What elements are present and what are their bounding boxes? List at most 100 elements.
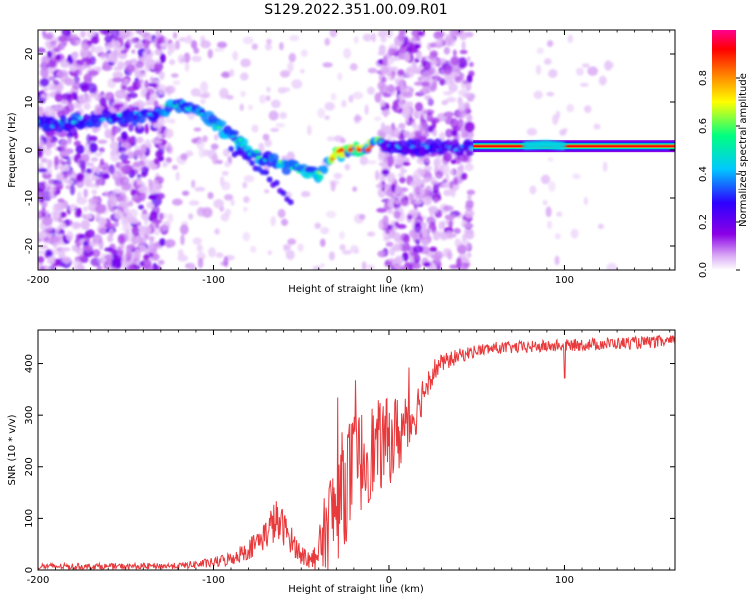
spectrogram-cell bbox=[404, 52, 411, 63]
spectrogram-cell bbox=[73, 140, 81, 147]
spectrogram-cell bbox=[147, 195, 157, 200]
spectrogram-cell bbox=[343, 47, 352, 59]
x-tick-label: 0 bbox=[386, 575, 392, 586]
spectrogram-cell bbox=[198, 147, 205, 159]
spectrogram-cell bbox=[135, 30, 144, 34]
spectrogram-cell bbox=[545, 206, 552, 218]
spectrogram-cell bbox=[392, 265, 402, 270]
spectrogram-cell bbox=[147, 82, 158, 87]
spectrogram-cell bbox=[329, 30, 338, 38]
spectrogram-cell bbox=[62, 105, 70, 116]
spectrogram-cell bbox=[326, 136, 335, 142]
spectrogram-cell bbox=[200, 40, 211, 49]
spectrogram-cell bbox=[224, 208, 232, 217]
spectrogram-cell bbox=[399, 176, 406, 184]
spectrogram-cell bbox=[535, 64, 542, 75]
spectrogram-cell bbox=[228, 69, 235, 77]
spectrogram-cell bbox=[114, 219, 119, 228]
spectrogram-cell bbox=[432, 128, 437, 137]
colorbar-tick-label: 0.4 bbox=[698, 166, 709, 182]
spectrogram-cell bbox=[105, 257, 112, 269]
spectrogram-cell bbox=[385, 241, 394, 247]
spectrogram-cell bbox=[251, 124, 259, 133]
spectrogram-cell bbox=[52, 79, 60, 86]
spectrogram-cell bbox=[104, 190, 109, 197]
spectrogram-cell bbox=[439, 131, 446, 142]
spectrogram-cell bbox=[398, 30, 408, 36]
spectrogram-cell bbox=[149, 92, 159, 100]
spectrogram-cell bbox=[59, 211, 67, 218]
spectrogram-cell bbox=[410, 36, 417, 42]
spectrogram-cell bbox=[42, 92, 50, 101]
spectrogram-cell bbox=[134, 124, 145, 134]
spectrogram-cell bbox=[111, 125, 117, 136]
spectrogram-cell bbox=[76, 191, 82, 200]
spectrogram-cell bbox=[133, 248, 142, 260]
spectrogram-cell bbox=[121, 225, 132, 232]
spectrogram-cell bbox=[421, 70, 431, 82]
spectrogram-cell bbox=[273, 179, 280, 186]
spectrogram-cell bbox=[221, 170, 229, 176]
colorbar-label: Normalized spectral amplitude bbox=[738, 73, 749, 227]
spectrogram-cell bbox=[606, 262, 618, 270]
spectrogram-cell bbox=[421, 81, 431, 87]
spectrogram-cell bbox=[116, 246, 122, 255]
spectrogram-cell bbox=[546, 40, 554, 48]
spectrogram-cell bbox=[341, 249, 352, 255]
spectrogram-cell bbox=[354, 114, 361, 119]
spectrogram-cell bbox=[104, 128, 113, 139]
spectrogram-cell bbox=[412, 112, 419, 117]
spectrogram-cell bbox=[136, 113, 147, 124]
spectrogram-cell bbox=[445, 96, 457, 103]
spectrogram-cell bbox=[196, 138, 205, 150]
spectrogram-cell bbox=[136, 136, 144, 144]
spectrogram-cell bbox=[54, 93, 63, 102]
spectrogram-cell bbox=[157, 36, 165, 45]
spectrogram-cell bbox=[456, 257, 462, 269]
spectrogram-cell bbox=[540, 174, 551, 185]
spectrogram-cell bbox=[456, 170, 461, 179]
spectrogram-cell bbox=[242, 231, 251, 242]
snr-panel: -200 -100 0 100 0 100 200 300 400 Height of stra… bbox=[7, 329, 676, 595]
spectrogram-cell bbox=[142, 101, 151, 107]
spectrogram-cell bbox=[89, 135, 98, 142]
spectrogram-cell bbox=[190, 179, 196, 189]
spectrogram-cell bbox=[424, 109, 435, 115]
spectrogram-cell bbox=[424, 123, 430, 134]
spectrogram-cell bbox=[213, 47, 225, 53]
spectrogram-cell bbox=[196, 252, 206, 261]
spectrogram-cell bbox=[239, 72, 249, 81]
spectrogram-cell bbox=[300, 190, 311, 198]
spectrogram-cell bbox=[88, 142, 98, 153]
spectrogram-cell bbox=[337, 72, 343, 81]
spectrogram-cell bbox=[466, 56, 471, 62]
spectrogram-cell bbox=[160, 42, 170, 48]
spectrogram-cell bbox=[120, 49, 128, 54]
spectrogram-cell bbox=[291, 79, 303, 89]
spectrogram-cell bbox=[65, 219, 70, 227]
spectrogram-cell bbox=[112, 71, 124, 80]
spectrogram-cell bbox=[268, 110, 279, 121]
spectrogram-cell bbox=[414, 200, 423, 205]
spectrogram-cell bbox=[49, 68, 54, 76]
spectrogram-cell bbox=[144, 217, 149, 225]
spectrogram-cell bbox=[438, 221, 443, 231]
spectrogram-cell bbox=[42, 86, 49, 92]
spectrogram-cell bbox=[426, 216, 437, 225]
spectrogram-cell bbox=[552, 114, 559, 125]
spectrogram-cell bbox=[459, 49, 468, 55]
spectrogram-cell bbox=[163, 128, 174, 139]
spectrogram-cell bbox=[172, 80, 181, 86]
spectrogram-cell bbox=[144, 47, 152, 55]
spectrogram-cell bbox=[461, 233, 467, 242]
spectrogram-cell bbox=[456, 108, 468, 119]
spectrogram-cell bbox=[49, 187, 54, 198]
spectrogram-cell bbox=[142, 225, 152, 235]
spectrogram-cell bbox=[140, 258, 152, 269]
spectrogram-cell bbox=[121, 182, 132, 191]
spectrogram-cell bbox=[399, 45, 409, 54]
spectrogram-cell bbox=[358, 213, 366, 220]
spectrogram-cell bbox=[178, 249, 184, 259]
spectrogram-cell bbox=[242, 36, 254, 45]
spectrogram-cell bbox=[414, 186, 421, 193]
